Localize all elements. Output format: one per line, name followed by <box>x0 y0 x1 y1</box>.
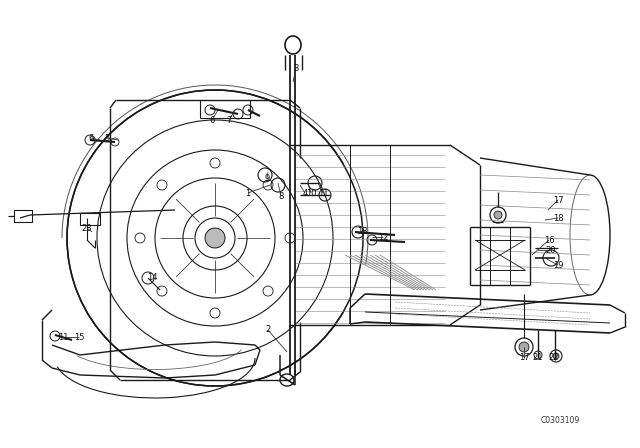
Text: 22: 22 <box>548 353 559 362</box>
Text: 8: 8 <box>278 191 284 201</box>
Text: C0303109: C0303109 <box>541 415 580 425</box>
Text: 16: 16 <box>544 236 554 245</box>
Text: 13: 13 <box>356 227 367 236</box>
Text: 6: 6 <box>88 134 93 142</box>
Text: 5: 5 <box>104 134 109 142</box>
Text: 20: 20 <box>546 246 556 254</box>
Text: 18: 18 <box>553 214 563 223</box>
Text: 3: 3 <box>293 64 299 73</box>
Bar <box>80 213 100 225</box>
Text: 17: 17 <box>518 353 529 362</box>
Text: 9: 9 <box>264 173 269 182</box>
Text: 7: 7 <box>227 116 232 125</box>
Text: 6: 6 <box>209 116 214 125</box>
Circle shape <box>553 353 559 359</box>
Text: 19: 19 <box>553 260 563 270</box>
Text: 4: 4 <box>302 189 308 198</box>
Text: 11: 11 <box>317 189 328 198</box>
Circle shape <box>494 211 502 219</box>
Text: 21: 21 <box>532 353 543 362</box>
Circle shape <box>519 342 529 352</box>
Text: 17: 17 <box>553 195 563 204</box>
Text: 1: 1 <box>245 189 251 198</box>
Text: 14: 14 <box>147 273 157 283</box>
Text: 12: 12 <box>378 233 388 241</box>
Text: 15: 15 <box>74 332 84 341</box>
Text: 11: 11 <box>58 332 68 341</box>
Text: 10: 10 <box>306 189 316 198</box>
Text: 2: 2 <box>266 326 271 335</box>
Text: 23: 23 <box>82 224 92 233</box>
Circle shape <box>205 228 225 248</box>
Bar <box>14 210 32 222</box>
